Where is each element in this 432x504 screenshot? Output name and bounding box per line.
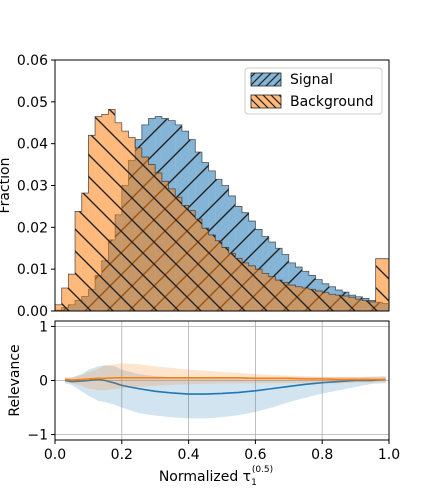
top-y-tick-label: 0.00	[17, 304, 48, 320]
legend: Signal Background	[244, 67, 383, 115]
background-outline	[55, 108, 389, 311]
top-y-ticks: 0.00 0.01 0.02 0.03 0.04 0.05 0.06	[17, 53, 55, 320]
series-background	[55, 108, 389, 311]
background-hatch	[55, 109, 389, 311]
top-plot-frame	[54, 59, 390, 312]
legend-label-signal: Signal	[290, 72, 333, 88]
bottom-y-tick-label: 0	[39, 374, 48, 390]
x-tick-label: 0.6	[244, 447, 266, 463]
x-tick-label: 0.8	[311, 447, 333, 463]
top-y-tick-label: 0.03	[17, 179, 48, 195]
top-y-tick-label: 0.01	[17, 262, 48, 278]
bottom-y-ticks: −1 0 1	[27, 319, 55, 444]
signal-relevance-line	[64, 378, 386, 395]
bottom-y-tick-label: 1	[39, 319, 48, 335]
top-panel: 0.00 0.01 0.02 0.03 0.04 0.05 0.06 Fraction Si…	[0, 53, 390, 320]
top-y-axis-label: Fraction	[0, 158, 13, 214]
bottom-y-tick-label: −1	[27, 428, 48, 444]
background-uncertainty-band	[65, 363, 386, 391]
bottom-panel: −1 0 1 0.0 0.2 0.4 0.6 0.8 1.0 Relevance Normal…	[7, 319, 400, 488]
bottom-x-ticks: 0.0 0.2 0.4 0.6 0.8 1.0	[44, 440, 400, 463]
legend-label-background: Background	[290, 94, 374, 110]
x-tick-label: 0.4	[177, 447, 199, 463]
x-tick-label: 0.2	[111, 447, 133, 463]
top-y-tick-label: 0.06	[17, 53, 48, 69]
top-y-tick-label: 0.02	[17, 220, 48, 236]
x-axis-label-main: Normalized τ	[159, 469, 251, 485]
x-axis-label-sup: (0.5)	[252, 465, 273, 475]
x-tick-label: 1.0	[378, 447, 400, 463]
x-axis-label-sub: 1	[251, 478, 257, 488]
legend-hatch-signal	[251, 73, 281, 86]
top-y-tick-label: 0.04	[17, 137, 48, 153]
relevance-lines	[64, 363, 386, 419]
x-tick-label: 0.0	[44, 447, 66, 463]
x-axis-label: Normalized τ1 (0.5)	[159, 465, 273, 488]
bottom-y-axis-label: Relevance	[7, 344, 23, 416]
histogram-bars	[55, 108, 389, 311]
background-relevance-line	[64, 376, 386, 381]
legend-hatch-background	[251, 95, 281, 108]
bottom-plot-frame	[54, 320, 390, 441]
top-y-tick-label: 0.05	[17, 95, 48, 111]
relevance-series-background	[64, 363, 386, 391]
